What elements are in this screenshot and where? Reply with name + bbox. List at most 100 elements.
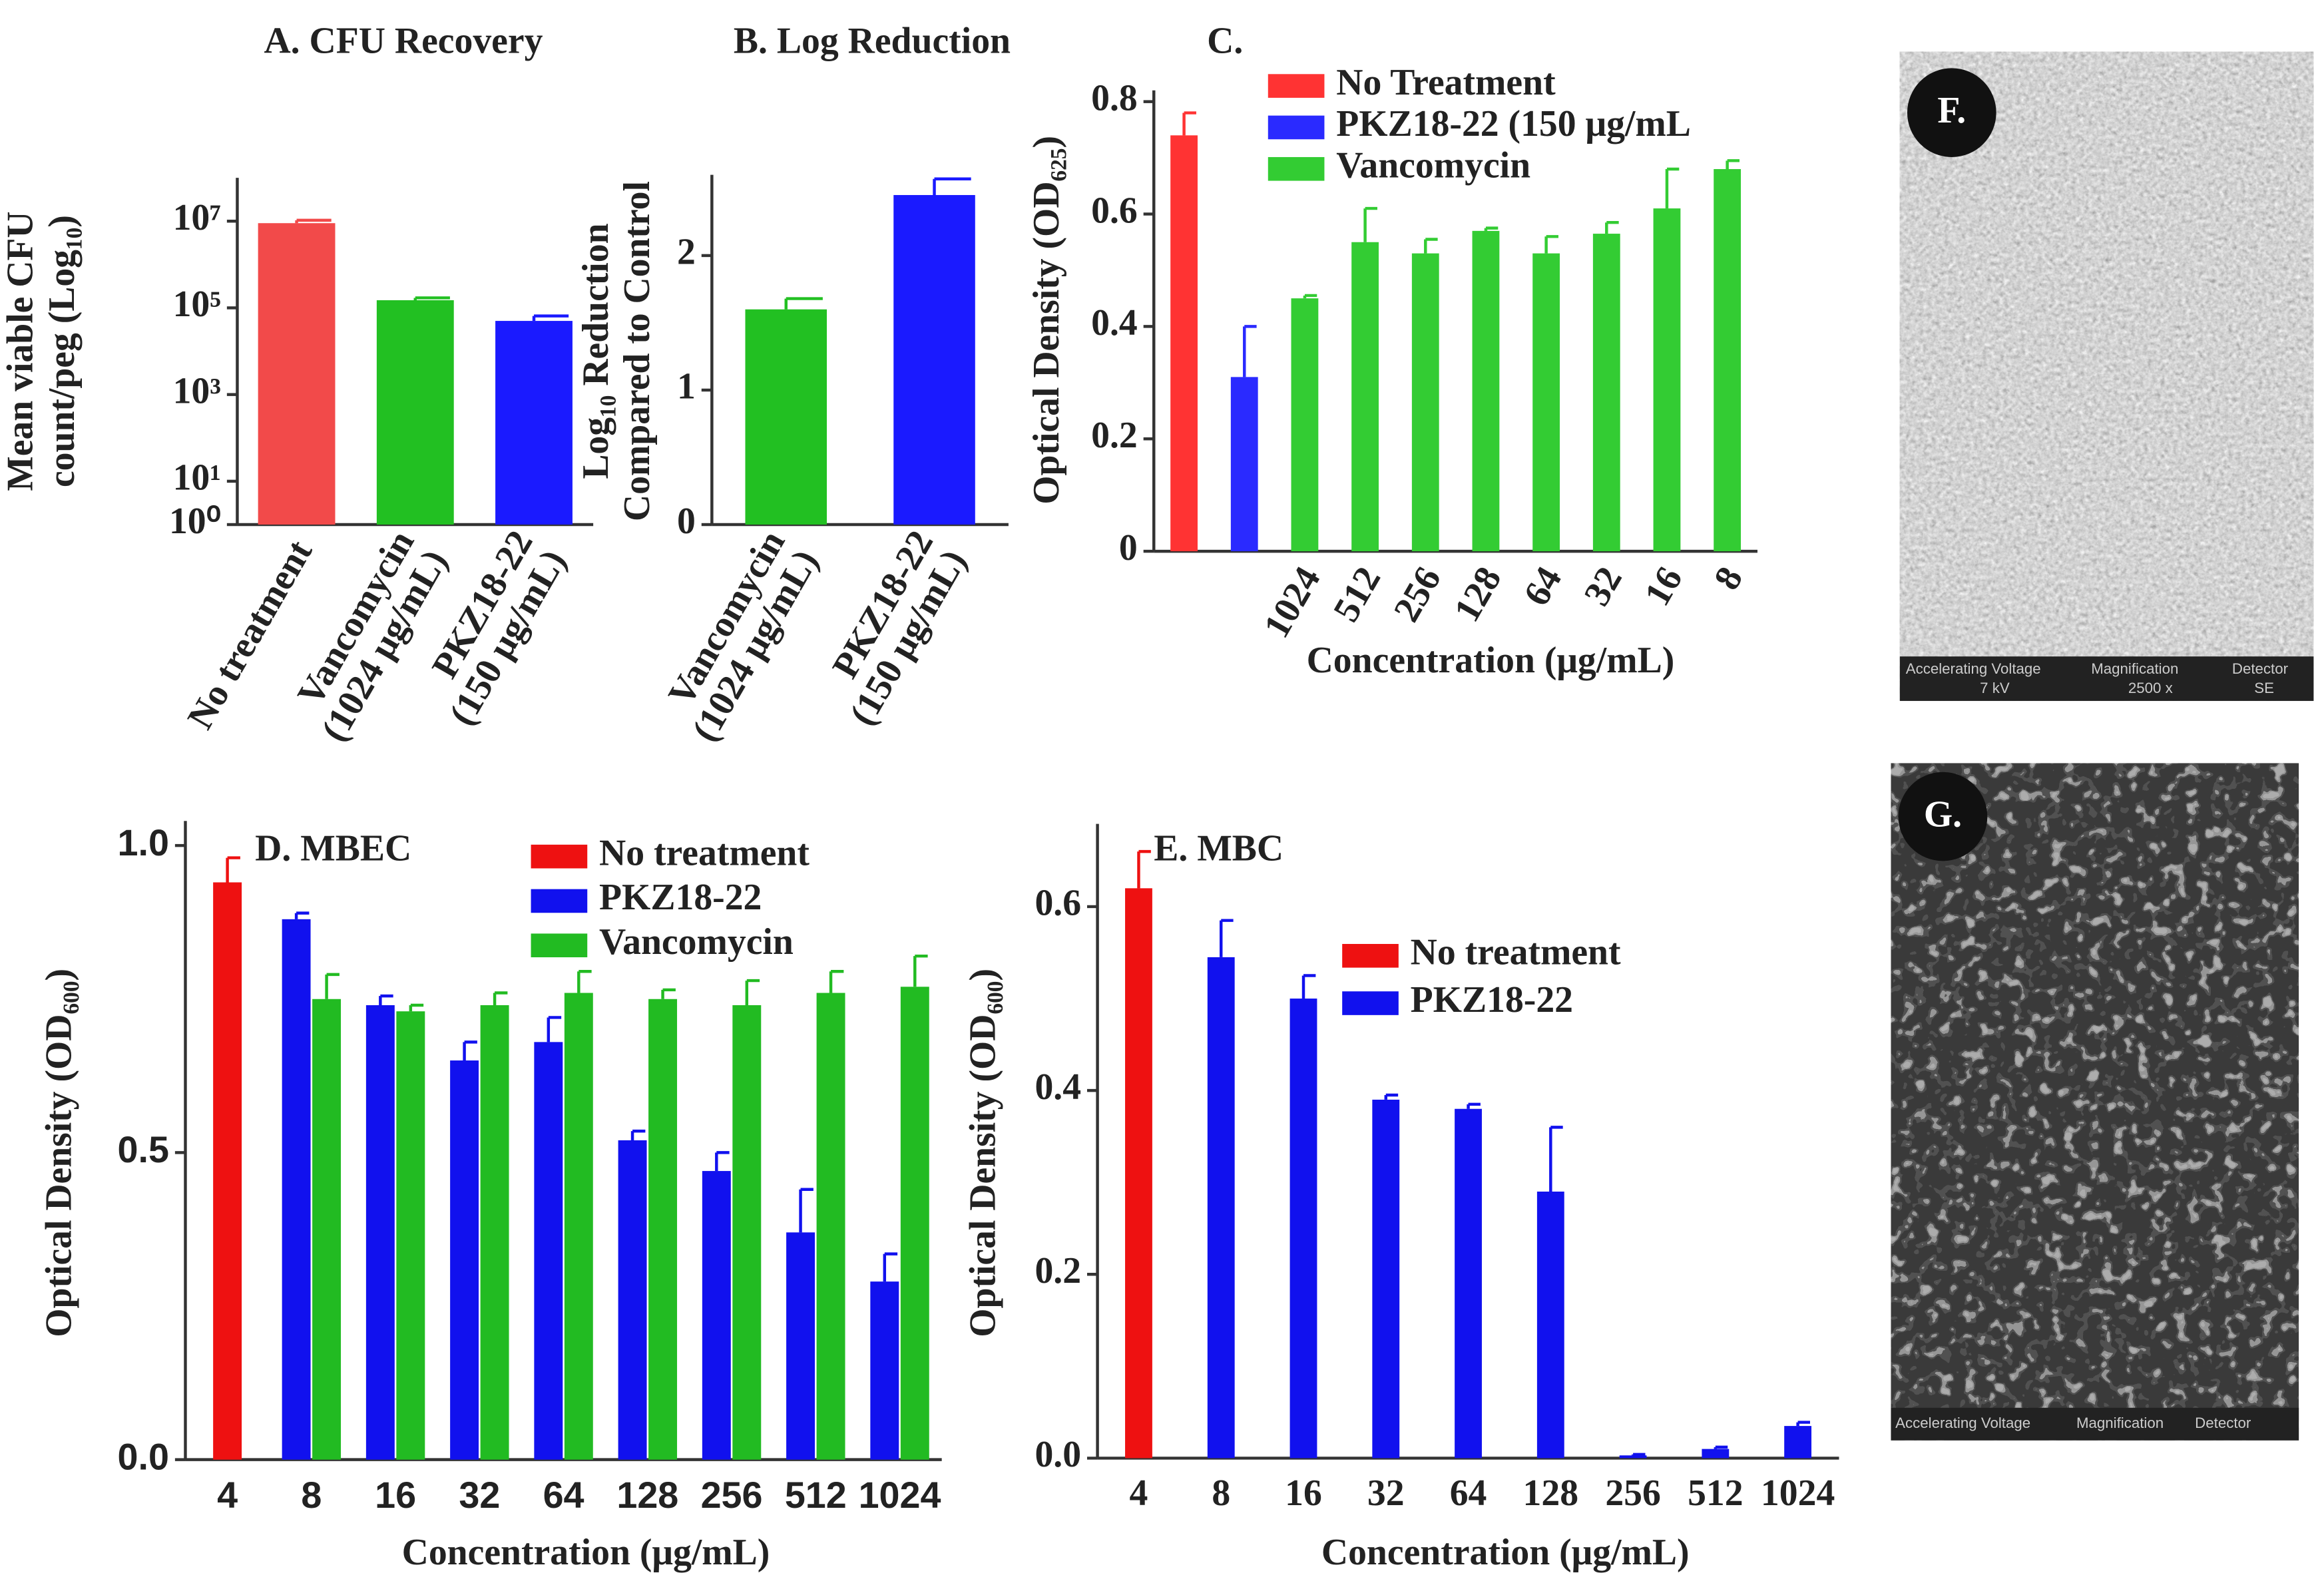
bar bbox=[1653, 208, 1681, 552]
y-tick-label: 0 bbox=[677, 501, 696, 542]
x-tick-label: 128 bbox=[1523, 1473, 1579, 1514]
bar bbox=[365, 1005, 395, 1460]
y-tick-label: 0.5 bbox=[118, 1129, 169, 1170]
error-bar bbox=[630, 1129, 646, 1140]
bar bbox=[282, 919, 311, 1460]
x-tick-label: 16 bbox=[1285, 1473, 1322, 1514]
bar bbox=[1230, 377, 1258, 552]
bar bbox=[1702, 1449, 1730, 1459]
bar bbox=[312, 999, 342, 1460]
x-tick-label: 8 bbox=[301, 1475, 322, 1516]
error-bar bbox=[1605, 220, 1619, 234]
bar bbox=[1372, 1099, 1400, 1459]
x-tick-label: 512 bbox=[1688, 1473, 1743, 1514]
error-bar bbox=[1714, 1445, 1728, 1449]
legend-label: Vancomycin bbox=[599, 921, 794, 963]
error-bar bbox=[463, 1040, 477, 1061]
error-bar bbox=[325, 973, 340, 999]
error-bar bbox=[1467, 1102, 1481, 1109]
info-text: Accelerating Voltage bbox=[1906, 660, 2041, 677]
legend-swatch bbox=[531, 844, 588, 869]
bar bbox=[1472, 230, 1500, 552]
x-tick-label: 1024 bbox=[859, 1475, 941, 1516]
bar bbox=[396, 1011, 425, 1460]
y-tick-label: 0.2 bbox=[1035, 1250, 1081, 1291]
bar bbox=[1291, 298, 1319, 552]
y-tick-label: 0 bbox=[1119, 527, 1138, 569]
y-tick-label: 1 bbox=[677, 366, 696, 407]
bar bbox=[1592, 234, 1620, 552]
image-g: Accelerating Voltage Magnification Detec… bbox=[1891, 763, 2299, 1441]
y-axis-label: Log₁₀ Reduction bbox=[575, 223, 616, 479]
error-bar bbox=[1549, 1126, 1563, 1192]
bar bbox=[702, 1171, 731, 1460]
y-tick-label: 0.6 bbox=[1091, 190, 1138, 231]
y-tick-label: 0.8 bbox=[1091, 77, 1138, 118]
y-tick-label: 1.0 bbox=[118, 822, 169, 863]
info-text: Magnification bbox=[2091, 660, 2178, 677]
error-bar bbox=[493, 991, 508, 1005]
info-text: SE bbox=[2254, 680, 2274, 696]
error-bar bbox=[1665, 167, 1680, 209]
bar bbox=[1170, 135, 1198, 552]
x-tick-label: 8 bbox=[1212, 1473, 1230, 1514]
error-bar bbox=[661, 988, 676, 999]
bar bbox=[1125, 888, 1152, 1459]
error-bar bbox=[1726, 159, 1740, 169]
bar bbox=[534, 1042, 563, 1460]
y-axis-label: Compared to Control bbox=[616, 181, 658, 521]
bar bbox=[900, 987, 929, 1460]
y-tick-label: 10⁷ bbox=[173, 197, 221, 238]
bar bbox=[1455, 1108, 1482, 1459]
bar bbox=[1207, 957, 1235, 1459]
error-bar bbox=[883, 1252, 898, 1282]
legend-swatch bbox=[1342, 943, 1399, 968]
error-bar bbox=[799, 1188, 813, 1233]
x-tick-label: 128 bbox=[1446, 560, 1509, 628]
error-bar bbox=[547, 1016, 562, 1042]
x-tick-label: 64 bbox=[543, 1475, 584, 1516]
error-bar bbox=[784, 297, 823, 310]
x-tick-label: 64 bbox=[1450, 1473, 1487, 1514]
chart-title: C. bbox=[1207, 21, 1243, 62]
error-bar bbox=[1303, 294, 1317, 299]
error-bar bbox=[1363, 206, 1377, 242]
bar bbox=[648, 999, 678, 1460]
x-tick-label: 256 bbox=[1605, 1473, 1661, 1514]
label-badge bbox=[1898, 772, 1988, 861]
error-bar bbox=[577, 970, 592, 993]
x-axis-label: Concentration (μg/mL) bbox=[402, 1532, 770, 1573]
error-bar bbox=[532, 314, 569, 322]
chart-title: A. CFU Recovery bbox=[264, 21, 543, 62]
legend-label: PKZ18-22 (150 μg/mL bbox=[1336, 103, 1691, 144]
x-tick-label: 8 bbox=[1706, 560, 1751, 596]
error-bar bbox=[1301, 974, 1316, 999]
y-tick-label: 0.0 bbox=[118, 1436, 169, 1477]
y-tick-label: 0.2 bbox=[1091, 415, 1138, 456]
x-tick-label: 64 bbox=[1516, 560, 1570, 612]
info-text: Detector bbox=[2195, 1415, 2251, 1431]
legend-label: No Treatment bbox=[1336, 62, 1556, 103]
legend-swatch bbox=[531, 889, 588, 913]
y-axis-label: Optical Density (OD₆₀₀) bbox=[962, 969, 1003, 1337]
legend-swatch bbox=[1268, 156, 1325, 181]
bar bbox=[893, 194, 975, 525]
x-axis-label: Concentration (μg/mL) bbox=[1321, 1532, 1690, 1573]
x-tick-label: 512 bbox=[785, 1475, 847, 1516]
x-axis-label: Concentration (μg/mL) bbox=[1307, 640, 1675, 681]
info-text: 7 kV bbox=[1980, 680, 2010, 696]
y-axis-label: Optical Density (OD₆₂₅) bbox=[1026, 136, 1067, 505]
x-tick-label: No treatment bbox=[180, 533, 321, 736]
error-bar bbox=[1137, 849, 1151, 889]
error-bar bbox=[409, 1003, 424, 1012]
error-bar bbox=[1544, 235, 1558, 254]
x-tick-label: 16 bbox=[1636, 560, 1691, 612]
bar bbox=[1784, 1426, 1812, 1459]
x-tick-label: 4 bbox=[1130, 1473, 1148, 1514]
x-tick-label: 1024 bbox=[1761, 1473, 1835, 1514]
error-bar bbox=[1243, 325, 1257, 377]
y-tick-label: 0.0 bbox=[1035, 1434, 1081, 1475]
error-bar bbox=[715, 1151, 730, 1172]
info-text: Magnification bbox=[2076, 1415, 2164, 1431]
sem-texture bbox=[1891, 763, 2299, 1441]
